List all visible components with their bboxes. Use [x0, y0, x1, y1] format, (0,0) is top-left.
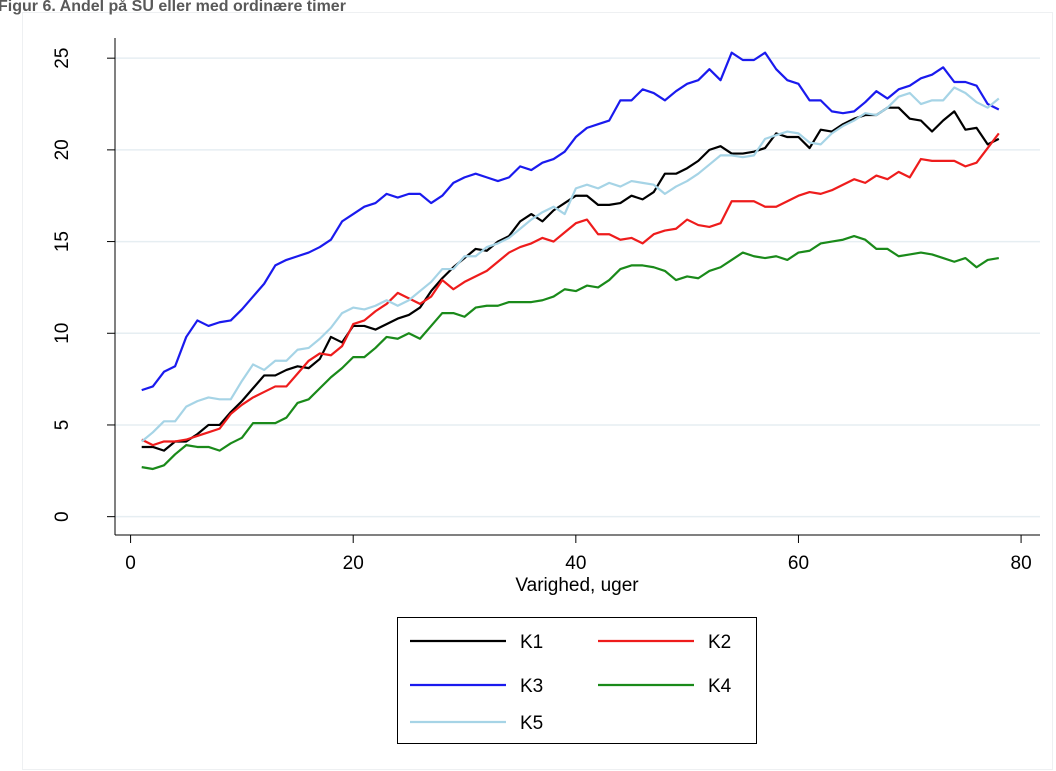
graph-frame [22, 12, 1053, 770]
y-tick-label: 0 [52, 511, 73, 522]
x-tick-label: 20 [343, 553, 364, 574]
y-tick-label: 10 [52, 323, 73, 344]
x-axis-label: Varighed, uger [515, 575, 639, 596]
x-tick-label: 80 [1011, 553, 1032, 574]
series-line [141, 132, 1000, 447]
x-tick-label: 40 [565, 553, 586, 574]
series-line [141, 51, 1000, 392]
y-tick-label: 5 [52, 420, 73, 431]
chart-title: Figur 6. Andel på SU eller med ordinære … [0, 0, 346, 15]
legend [397, 617, 757, 744]
legend-label: K3 [520, 676, 543, 697]
y-tick-label: 15 [52, 231, 73, 252]
y-tick-label: 25 [52, 48, 73, 69]
legend-label: K1 [520, 632, 543, 653]
y-tick-label: 20 [52, 139, 73, 160]
series-line [141, 86, 1000, 443]
legend-label: K4 [708, 676, 732, 697]
legend-label: K2 [708, 632, 731, 653]
series-line [141, 234, 999, 471]
x-tick-label: 60 [788, 553, 809, 574]
legend-label: K5 [520, 713, 543, 734]
x-tick-label: 0 [125, 553, 136, 574]
